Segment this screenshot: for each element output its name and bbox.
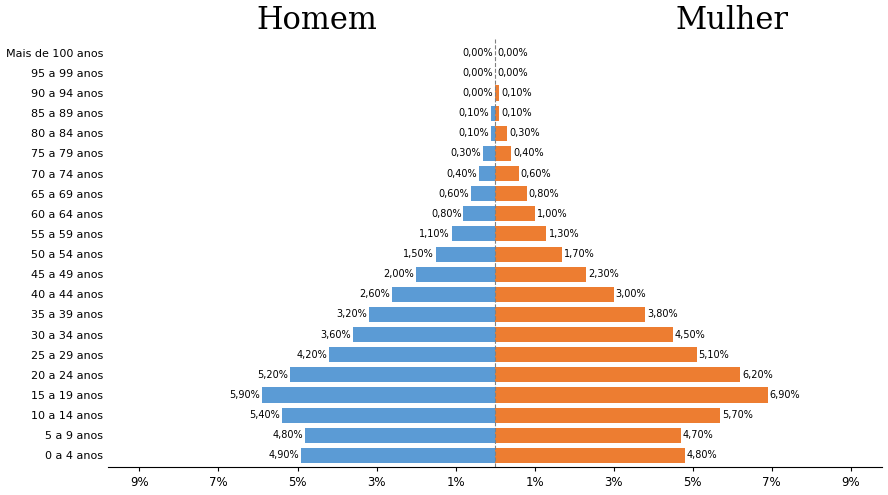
Text: 2,60%: 2,60% [360,289,391,299]
Text: 4,20%: 4,20% [297,349,327,360]
Text: 1,10%: 1,10% [419,229,449,239]
Text: 1,70%: 1,70% [564,249,595,259]
Bar [281,407,496,423]
Bar [496,146,511,161]
Text: 0,60%: 0,60% [520,169,551,179]
Text: 5,90%: 5,90% [229,390,260,400]
Text: 1,00%: 1,00% [536,209,567,219]
Bar [496,105,499,121]
Bar [496,186,527,201]
Bar [491,105,496,121]
Text: 0,80%: 0,80% [431,209,462,219]
Bar [491,126,496,141]
Bar [353,327,496,342]
Text: 0,30%: 0,30% [509,128,540,138]
Text: 1,50%: 1,50% [403,249,434,259]
Bar [464,206,496,221]
Text: 0,00%: 0,00% [497,68,527,78]
Bar [496,307,646,322]
Bar [305,428,496,443]
Bar [496,407,720,423]
Text: Homem: Homem [257,5,377,36]
Bar [416,267,496,282]
Bar [496,206,535,221]
Text: Mulher: Mulher [676,5,789,36]
Text: 2,00%: 2,00% [384,269,414,279]
Text: 3,00%: 3,00% [615,289,646,299]
Text: 6,90%: 6,90% [770,390,800,400]
Text: 0,00%: 0,00% [463,48,493,58]
Text: 3,60%: 3,60% [321,330,351,340]
Bar [496,448,685,463]
Bar [496,428,681,443]
Bar [392,287,496,302]
Bar [496,126,507,141]
Text: 0,40%: 0,40% [447,169,478,179]
Text: 0,10%: 0,10% [458,128,489,138]
Text: 0,30%: 0,30% [450,148,481,158]
Text: 5,10%: 5,10% [699,349,729,360]
Bar [496,86,499,100]
Bar [496,267,586,282]
Bar [483,146,496,161]
Text: 0,10%: 0,10% [458,108,489,118]
Bar [496,347,697,362]
Text: 5,40%: 5,40% [249,410,280,420]
Bar [301,448,496,463]
Bar [480,166,496,181]
Text: 0,10%: 0,10% [501,88,532,98]
Text: 4,70%: 4,70% [683,430,714,440]
Bar [496,226,546,242]
Text: 0,00%: 0,00% [463,68,493,78]
Text: 0,00%: 0,00% [497,48,527,58]
Text: 3,20%: 3,20% [336,309,367,319]
Bar [496,247,562,262]
Text: 1,30%: 1,30% [549,229,579,239]
Bar [496,388,768,402]
Text: 0,00%: 0,00% [463,88,493,98]
Text: 2,30%: 2,30% [588,269,619,279]
Bar [452,226,496,242]
Bar [496,287,614,302]
Text: 4,90%: 4,90% [269,450,299,460]
Bar [496,327,673,342]
Text: 4,80%: 4,80% [273,430,304,440]
Bar [262,388,496,402]
Bar [496,367,741,382]
Text: 0,10%: 0,10% [501,108,532,118]
Text: 3,80%: 3,80% [647,309,678,319]
Text: 4,50%: 4,50% [675,330,706,340]
Text: 0,80%: 0,80% [528,189,559,198]
Bar [369,307,496,322]
Bar [289,367,496,382]
Text: 5,20%: 5,20% [257,370,288,380]
Bar [436,247,496,262]
Bar [472,186,496,201]
Text: 6,20%: 6,20% [742,370,773,380]
Text: 5,70%: 5,70% [722,410,753,420]
Text: 4,80%: 4,80% [686,450,718,460]
Text: 0,40%: 0,40% [513,148,543,158]
Bar [329,347,496,362]
Text: 0,60%: 0,60% [439,189,470,198]
Bar [496,166,519,181]
